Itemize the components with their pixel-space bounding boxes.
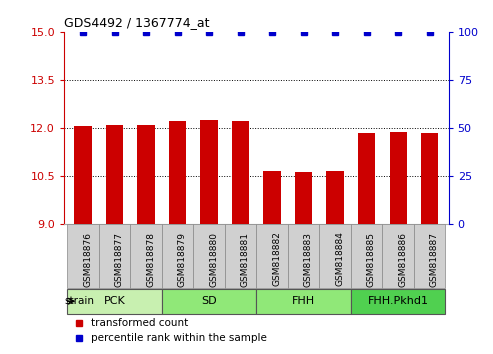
Bar (169, 121, 186, 224)
Text: FHH: FHH (292, 296, 315, 306)
Bar (351, 224, 383, 288)
Bar (295, 172, 312, 224)
Bar (67, 289, 162, 314)
Text: GSM818882: GSM818882 (272, 232, 281, 286)
Text: strain: strain (65, 296, 94, 306)
Bar (232, 121, 249, 224)
Bar (263, 171, 281, 224)
Bar (130, 224, 162, 288)
Text: GSM818878: GSM818878 (146, 232, 155, 287)
Text: GSM818883: GSM818883 (304, 232, 313, 287)
Bar (162, 224, 193, 288)
Bar (389, 132, 407, 224)
Bar (138, 125, 155, 224)
Bar (288, 224, 319, 288)
Bar (383, 224, 414, 288)
Bar (67, 224, 99, 288)
Text: GSM818881: GSM818881 (241, 232, 249, 287)
Bar (256, 289, 351, 314)
Text: GSM818887: GSM818887 (430, 232, 439, 287)
Bar (74, 126, 92, 224)
Text: GDS4492 / 1367774_at: GDS4492 / 1367774_at (64, 16, 210, 29)
Text: SD: SD (201, 296, 217, 306)
Bar (193, 224, 225, 288)
Bar (421, 133, 438, 224)
Text: percentile rank within the sample: percentile rank within the sample (91, 333, 267, 343)
Bar (326, 171, 344, 224)
Text: GSM818879: GSM818879 (177, 232, 186, 287)
Bar (351, 289, 446, 314)
Bar (414, 224, 446, 288)
Text: GSM818876: GSM818876 (83, 232, 92, 287)
Text: transformed count: transformed count (91, 318, 188, 327)
Bar (162, 289, 256, 314)
Text: GSM818885: GSM818885 (367, 232, 376, 287)
Text: GSM818880: GSM818880 (209, 232, 218, 287)
Bar (201, 120, 218, 224)
Bar (319, 224, 351, 288)
Text: GSM818877: GSM818877 (114, 232, 124, 287)
Bar (106, 125, 123, 224)
Text: PCK: PCK (104, 296, 125, 306)
Text: FHH.Pkhd1: FHH.Pkhd1 (368, 296, 429, 306)
Bar (99, 224, 130, 288)
Text: GSM818884: GSM818884 (335, 232, 344, 286)
Bar (225, 224, 256, 288)
Bar (358, 133, 375, 224)
Text: GSM818886: GSM818886 (398, 232, 407, 287)
Bar (256, 224, 288, 288)
